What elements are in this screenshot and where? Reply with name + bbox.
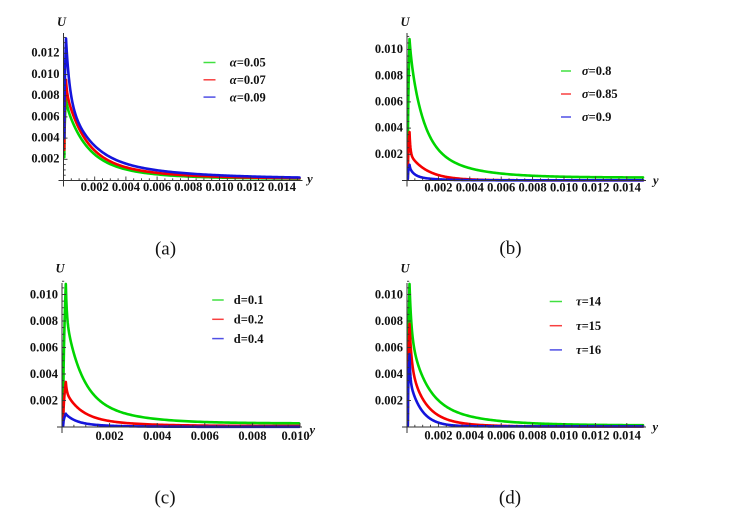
svg-text:y: y bbox=[651, 174, 659, 188]
svg-text:0.002: 0.002 bbox=[31, 152, 59, 166]
svg-text:(a): (a) bbox=[155, 239, 176, 260]
svg-text:0.002: 0.002 bbox=[424, 181, 452, 195]
svg-text:0.010: 0.010 bbox=[205, 180, 233, 194]
svg-text:τ=16: τ=16 bbox=[576, 343, 601, 357]
svg-text:0.004: 0.004 bbox=[375, 367, 404, 381]
svg-text:0.008: 0.008 bbox=[519, 428, 547, 442]
svg-text:α=0.07: α=0.07 bbox=[230, 73, 266, 87]
svg-text:U: U bbox=[400, 15, 410, 29]
svg-text:0.006: 0.006 bbox=[143, 180, 171, 194]
svg-text:0.004: 0.004 bbox=[31, 131, 60, 145]
svg-text:(b): (b) bbox=[499, 238, 521, 259]
svg-text:α=0.09: α=0.09 bbox=[230, 90, 266, 104]
svg-text:(d): (d) bbox=[499, 488, 521, 509]
svg-text:(c): (c) bbox=[154, 488, 175, 509]
svg-text:U: U bbox=[57, 15, 67, 29]
svg-text:0.014: 0.014 bbox=[613, 428, 642, 442]
svg-text:0.006: 0.006 bbox=[30, 341, 58, 355]
svg-text:y: y bbox=[651, 420, 659, 434]
svg-text:0.012: 0.012 bbox=[581, 428, 609, 442]
svg-text:0.008: 0.008 bbox=[174, 180, 202, 194]
svg-text:0.008: 0.008 bbox=[238, 429, 266, 443]
svg-text:0.006: 0.006 bbox=[31, 109, 59, 123]
svg-text:U: U bbox=[400, 262, 410, 276]
svg-text:0.004: 0.004 bbox=[456, 181, 485, 195]
svg-text:0.004: 0.004 bbox=[456, 428, 485, 442]
svg-text:0.010: 0.010 bbox=[30, 288, 58, 302]
svg-text:0.012: 0.012 bbox=[31, 46, 59, 60]
svg-text:0.010: 0.010 bbox=[550, 181, 578, 195]
svg-text:0.004: 0.004 bbox=[143, 429, 172, 443]
svg-text:d=0.2: d=0.2 bbox=[234, 313, 264, 327]
svg-text:0.004: 0.004 bbox=[30, 367, 59, 381]
svg-text:α=0.05: α=0.05 bbox=[230, 56, 266, 70]
svg-text:0.004: 0.004 bbox=[112, 180, 141, 194]
svg-text:σ=0.9: σ=0.9 bbox=[582, 110, 612, 124]
svg-text:τ=15: τ=15 bbox=[576, 319, 601, 333]
svg-text:0.002: 0.002 bbox=[81, 180, 109, 194]
svg-text:0.008: 0.008 bbox=[30, 314, 58, 328]
svg-text:0.010: 0.010 bbox=[375, 42, 403, 56]
svg-text:0.010: 0.010 bbox=[375, 288, 403, 302]
svg-text:d=0.1: d=0.1 bbox=[234, 293, 264, 307]
svg-text:0.002: 0.002 bbox=[375, 394, 403, 408]
svg-text:0.010: 0.010 bbox=[281, 429, 309, 443]
svg-text:τ=14: τ=14 bbox=[576, 295, 602, 309]
svg-text:0.012: 0.012 bbox=[581, 181, 609, 195]
svg-text:U: U bbox=[55, 262, 65, 276]
svg-text:0.008: 0.008 bbox=[375, 68, 403, 82]
svg-text:0.004: 0.004 bbox=[375, 121, 404, 135]
svg-text:0.002: 0.002 bbox=[96, 429, 124, 443]
svg-text:0.006: 0.006 bbox=[375, 95, 403, 109]
svg-text:0.006: 0.006 bbox=[191, 429, 219, 443]
svg-text:0.002: 0.002 bbox=[30, 394, 58, 408]
svg-text:0.010: 0.010 bbox=[31, 67, 59, 81]
svg-text:y: y bbox=[305, 172, 313, 186]
svg-text:0.006: 0.006 bbox=[487, 181, 515, 195]
svg-text:0.014: 0.014 bbox=[613, 181, 642, 195]
svg-text:0.008: 0.008 bbox=[519, 181, 547, 195]
svg-text:0.006: 0.006 bbox=[487, 428, 515, 442]
svg-text:σ=0.85: σ=0.85 bbox=[582, 87, 618, 101]
svg-text:d=0.4: d=0.4 bbox=[234, 332, 264, 346]
svg-text:0.008: 0.008 bbox=[31, 88, 59, 102]
svg-text:0.008: 0.008 bbox=[375, 314, 403, 328]
svg-text:0.010: 0.010 bbox=[550, 428, 578, 442]
svg-text:0.002: 0.002 bbox=[424, 428, 452, 442]
svg-text:0.014: 0.014 bbox=[268, 180, 297, 194]
svg-text:σ=0.8: σ=0.8 bbox=[582, 64, 612, 78]
svg-text:0.012: 0.012 bbox=[237, 180, 265, 194]
svg-text:y: y bbox=[308, 423, 316, 437]
svg-text:0.002: 0.002 bbox=[375, 147, 403, 161]
svg-text:0.006: 0.006 bbox=[375, 341, 403, 355]
